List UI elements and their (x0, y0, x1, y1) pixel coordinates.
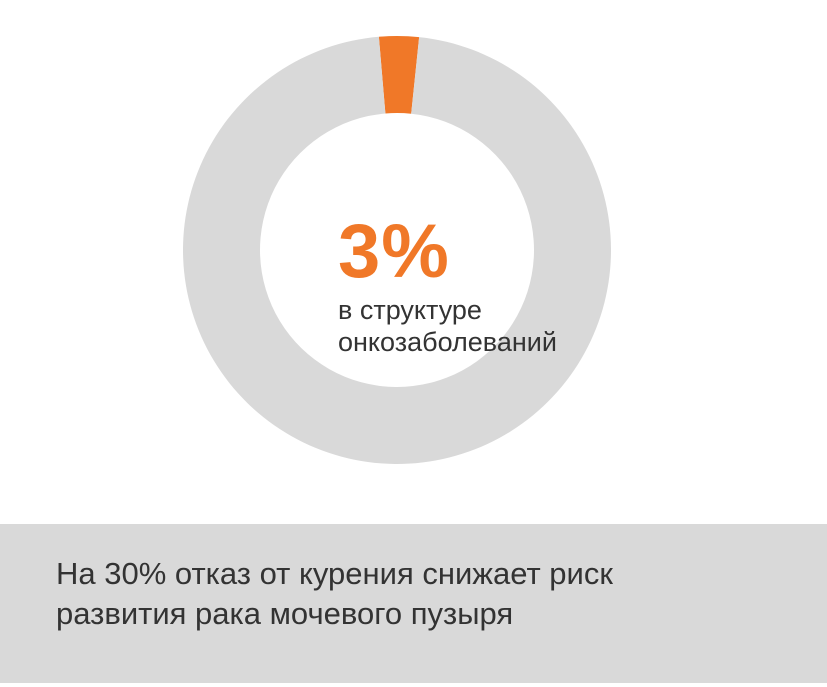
footer-banner: На 30% отказ от курения снижает риск раз… (0, 524, 827, 683)
center-caption-line-1: в структуре (338, 295, 482, 325)
center-caption: в структуре онкозаболеваний (338, 294, 658, 358)
center-value: 3% (338, 209, 450, 294)
donut-slice-rest (183, 36, 612, 465)
footer-line-2: развития рака мочевого пузыря (56, 596, 514, 631)
center-caption-line-2: онкозаболеваний (338, 327, 557, 357)
donut-chart (183, 36, 612, 465)
footer-text: На 30% отказ от курения снижает риск раз… (56, 554, 756, 634)
footer-line-1: На 30% отказ от курения снижает риск (56, 556, 613, 591)
donut-center-label: 3% в структуре онкозаболеваний (338, 212, 658, 358)
donut-slice-highlight (378, 36, 420, 114)
